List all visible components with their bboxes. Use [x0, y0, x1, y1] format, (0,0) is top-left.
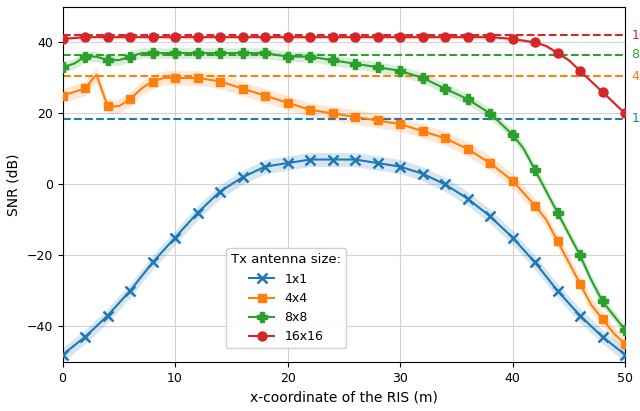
Text: 4x4: 4x4	[632, 69, 640, 83]
X-axis label: x-coordinate of the RIS (m): x-coordinate of the RIS (m)	[250, 390, 438, 404]
Text: 16x16: 16x16	[632, 29, 640, 42]
Legend: 1x1, 4x4, 8x8, 16x16: 1x1, 4x4, 8x8, 16x16	[227, 248, 346, 349]
Text: 1x1: 1x1	[632, 112, 640, 125]
Y-axis label: SNR (dB): SNR (dB)	[7, 153, 21, 216]
Text: 8x8: 8x8	[632, 48, 640, 61]
